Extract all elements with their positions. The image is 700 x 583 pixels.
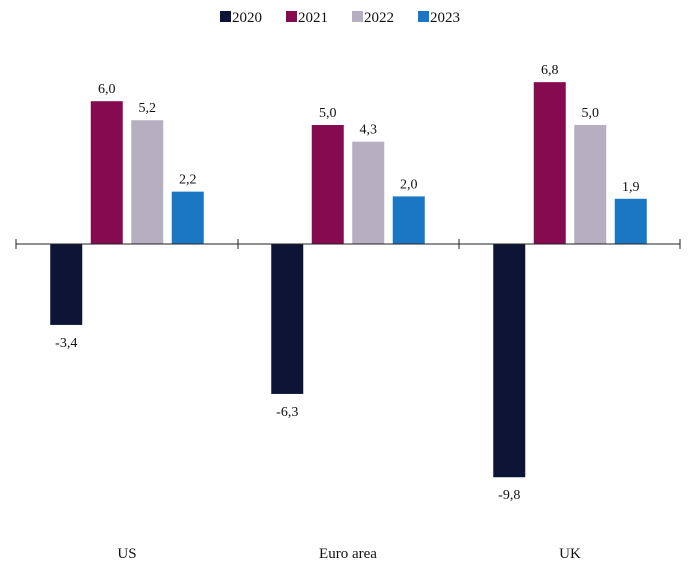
legend-swatch-2021 bbox=[286, 11, 297, 22]
bar-uk-2022 bbox=[574, 125, 607, 244]
data-label-us-2020: -3,4 bbox=[55, 336, 77, 351]
data-label-uk-2020: -9,8 bbox=[498, 488, 520, 503]
data-labels-group: -3,4 6,0 5,2 2,2 -6,3 5,0 4,3 2,0 -9,8 6,8 5,0 1,9 bbox=[55, 63, 639, 503]
bar-uk-2021 bbox=[533, 82, 566, 244]
category-labels-group: US Euro area UK bbox=[117, 546, 581, 562]
data-label-uk-2021: 6,8 bbox=[541, 63, 559, 78]
data-label-uk-2022: 5,0 bbox=[582, 106, 600, 121]
legend-label-2020: 2020 bbox=[232, 10, 262, 26]
legend-label-2022: 2022 bbox=[364, 10, 394, 26]
bar-euro-area-2022 bbox=[352, 141, 385, 244]
bar-us-2022 bbox=[131, 120, 164, 244]
axis-group bbox=[15, 239, 681, 249]
bars-group bbox=[50, 82, 647, 478]
legend: 2020 2021 2022 2023 bbox=[220, 10, 460, 26]
category-label-euro-area: Euro area bbox=[319, 546, 377, 562]
bar-uk-2020 bbox=[493, 244, 526, 478]
data-label-euro-area-2022: 4,3 bbox=[360, 123, 378, 138]
data-label-euro-area-2021: 5,0 bbox=[319, 106, 337, 121]
bar-euro-area-2020 bbox=[271, 244, 304, 394]
legend-swatch-2022 bbox=[352, 11, 363, 22]
bar-euro-area-2023 bbox=[392, 196, 425, 244]
data-label-us-2021: 6,0 bbox=[98, 82, 116, 97]
bar-uk-2023 bbox=[614, 198, 647, 244]
bar-us-2021 bbox=[90, 101, 123, 244]
legend-swatch-2020 bbox=[220, 11, 231, 22]
data-label-euro-area-2023: 2,0 bbox=[400, 177, 418, 192]
data-label-us-2023: 2,2 bbox=[179, 173, 197, 188]
legend-label-2023: 2023 bbox=[430, 10, 460, 26]
data-label-us-2022: 5,2 bbox=[139, 101, 157, 116]
category-label-uk: UK bbox=[559, 546, 581, 562]
legend-label-2021: 2021 bbox=[298, 10, 328, 26]
bar-euro-area-2021 bbox=[311, 125, 344, 244]
category-label-us: US bbox=[117, 546, 136, 562]
bar-us-2023 bbox=[171, 191, 204, 244]
data-label-euro-area-2020: -6,3 bbox=[276, 405, 298, 420]
bar-us-2020 bbox=[50, 244, 83, 325]
legend-swatch-2023 bbox=[418, 11, 429, 22]
data-label-uk-2023: 1,9 bbox=[622, 180, 640, 195]
